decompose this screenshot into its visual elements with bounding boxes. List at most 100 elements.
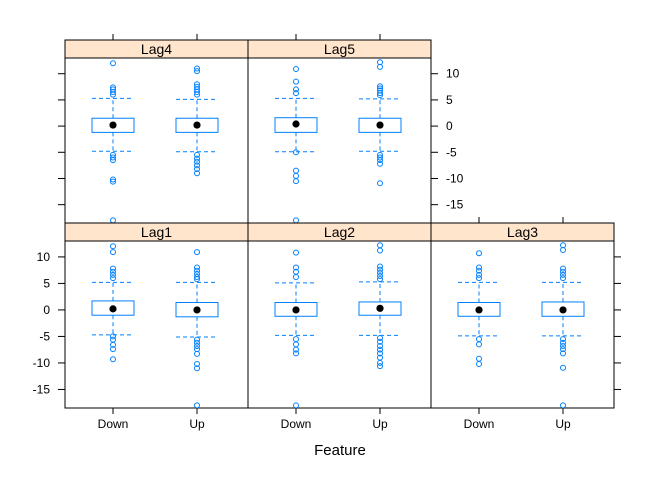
x-tick-label-down: Down — [281, 417, 312, 431]
iqr-box — [274, 117, 318, 133]
outlier-point — [110, 333, 116, 340]
outlier-point — [110, 265, 116, 272]
y-tick-label-right: -5 — [446, 145, 457, 159]
outlier-point — [377, 359, 383, 366]
outlier-point — [110, 217, 116, 224]
outlier-point — [194, 155, 200, 162]
median-dot — [292, 120, 300, 128]
outlier-point — [194, 162, 200, 169]
outlier-point — [377, 157, 383, 164]
outlier-point — [194, 166, 200, 173]
outlier-point — [560, 247, 566, 254]
y-tick-label-left: 5 — [43, 276, 50, 290]
outlier-point — [110, 178, 116, 185]
panel-lag3: Lag3 — [430, 222, 615, 409]
outlier-point — [194, 339, 200, 346]
outlier-point — [476, 264, 482, 271]
outlier-point — [110, 275, 116, 282]
outlier-point — [476, 336, 482, 343]
outlier-point — [377, 363, 383, 370]
outlier-point — [194, 274, 200, 281]
outlier-point — [293, 90, 299, 97]
box-up — [175, 249, 219, 409]
outlier-point — [110, 346, 116, 353]
x-tick-label-up: Up — [555, 417, 571, 431]
outlier-point — [560, 275, 566, 282]
outlier-point — [110, 154, 116, 161]
outlier-point — [293, 249, 299, 256]
y-tick-label-right: 0 — [446, 119, 453, 133]
outlier-point — [194, 68, 200, 75]
outlier-point — [194, 336, 200, 343]
outlier-point — [194, 402, 200, 409]
outlier-point — [194, 151, 200, 158]
outlier-point — [293, 336, 299, 343]
outlier-point — [110, 268, 116, 275]
outlier-point — [110, 157, 116, 164]
outlier-point — [194, 65, 200, 72]
outlier-point — [194, 249, 200, 256]
iqr-box — [175, 117, 219, 133]
outlier-point — [194, 158, 200, 165]
outlier-point — [560, 271, 566, 278]
iqr-box — [358, 117, 402, 133]
box-up — [358, 242, 402, 370]
median-dot — [292, 306, 300, 314]
outlier-point — [377, 346, 383, 353]
panel-lag2: Lag2 — [247, 222, 432, 409]
y-tick-label-right: -15 — [446, 198, 464, 212]
outlier-point — [377, 276, 383, 283]
panel-frame — [64, 57, 249, 224]
box-up — [175, 65, 219, 177]
outlier-point — [110, 91, 116, 98]
outlier-point — [194, 264, 200, 271]
iqr-box — [175, 301, 219, 318]
panel-strip-label: Lag5 — [324, 41, 355, 57]
y-tick-label-left: 0 — [43, 303, 50, 317]
outlier-point — [560, 346, 566, 353]
outlier-point — [377, 83, 383, 90]
outlier-point — [110, 60, 116, 67]
median-dot — [109, 305, 117, 313]
outlier-point — [293, 350, 299, 357]
y-tick-label-left: -10 — [33, 356, 51, 370]
outlier-point — [377, 350, 383, 357]
outlier-point — [293, 78, 299, 85]
outlier-point — [377, 335, 383, 342]
box-down — [274, 249, 318, 409]
box-up — [541, 242, 585, 409]
outlier-point — [293, 217, 299, 224]
outlier-point — [377, 242, 383, 249]
box-down — [91, 60, 135, 224]
panel-strip-label: Lag4 — [141, 41, 172, 57]
y-tick-label-right: 5 — [446, 93, 453, 107]
outlier-point — [476, 341, 482, 348]
y-tick-label-right: 10 — [446, 67, 460, 81]
outlier-point — [476, 250, 482, 257]
outlier-point — [377, 63, 383, 70]
y-tick-label-left: 10 — [37, 250, 51, 264]
outlier-point — [377, 338, 383, 345]
outlier-point — [560, 402, 566, 409]
median-dot — [193, 306, 201, 314]
outlier-point — [377, 154, 383, 161]
iqr-box — [541, 301, 585, 317]
median-dot — [193, 121, 201, 129]
outlier-point — [377, 160, 383, 167]
outlier-point — [110, 341, 116, 348]
outlier-point — [110, 336, 116, 343]
y-tick-label-left: -15 — [33, 382, 51, 396]
outlier-point — [194, 346, 200, 353]
box-up — [358, 59, 402, 187]
outlier-point — [377, 263, 383, 270]
iqr-box — [358, 301, 402, 316]
outlier-point — [110, 271, 116, 278]
outlier-point — [377, 272, 383, 279]
outlier-point — [377, 247, 383, 254]
median-dot — [376, 121, 384, 129]
outlier-point — [560, 336, 566, 343]
outlier-point — [476, 355, 482, 362]
x-tick-label-down: Down — [464, 417, 495, 431]
outlier-point — [293, 172, 299, 179]
outlier-point — [560, 350, 566, 357]
